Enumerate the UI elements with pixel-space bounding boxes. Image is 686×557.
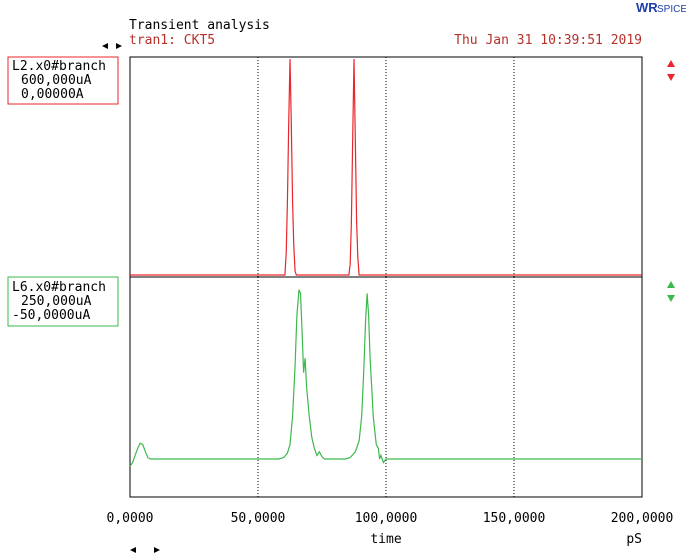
trace1-legend-box[interactable] bbox=[7, 56, 119, 105]
trace2-ymax: 250,000uA bbox=[21, 294, 92, 309]
trace2-ymin: -50,0000uA bbox=[12, 308, 90, 323]
x-tick-label: 150,0000 bbox=[483, 511, 546, 526]
trace2-scale-down-icon[interactable] bbox=[667, 295, 675, 302]
trace2-legend-box[interactable] bbox=[7, 276, 119, 327]
logo-text: SPICE bbox=[657, 4, 686, 15]
pan-left-icon[interactable] bbox=[102, 43, 108, 49]
grid bbox=[257, 57, 515, 497]
timestamp: Thu Jan 31 10:39:51 2019 bbox=[454, 33, 642, 48]
trace1-name: L2.x0#branch bbox=[12, 59, 106, 74]
trace1-scale-down-icon[interactable] bbox=[667, 74, 675, 81]
x-tick-labels: 0,0000 50,0000 100,0000 150,0000 200,0000 bbox=[107, 511, 674, 526]
trace1-scale-arrows[interactable] bbox=[667, 60, 675, 81]
pan-left-right-icon-bottom[interactable] bbox=[130, 547, 160, 553]
wrspice-logo: WR SPICE bbox=[636, 0, 686, 15]
series-line-l6-x0-branch bbox=[129, 289, 642, 467]
pan-left-right-icon-top[interactable] bbox=[102, 43, 122, 49]
series-line-l2-x0-branch bbox=[130, 58, 642, 276]
traces bbox=[129, 58, 642, 467]
pan-right-icon[interactable] bbox=[116, 43, 122, 49]
trace2-scale-arrows[interactable] bbox=[667, 281, 675, 302]
pan-left-icon-bottom[interactable] bbox=[130, 547, 136, 553]
pan-right-icon-bottom[interactable] bbox=[154, 547, 160, 553]
trace1-ymax: 600,000uA bbox=[21, 73, 92, 88]
trace1-ymin: 0,00000A bbox=[21, 87, 84, 102]
x-tick-label: 200,0000 bbox=[611, 511, 674, 526]
x-tick-label: 0,0000 bbox=[107, 511, 154, 526]
trace2-legend[interactable]: L6.x0#branch 250,000uA -50,0000uA bbox=[7, 276, 119, 327]
analysis-subtitle: tran1: CKT5 bbox=[129, 33, 215, 48]
analysis-title: Transient analysis bbox=[129, 18, 270, 33]
logo-mark: WR bbox=[636, 0, 658, 15]
trace1-scale-up-icon[interactable] bbox=[667, 60, 675, 67]
x-axis-label: time bbox=[370, 532, 401, 547]
trace2-scale-up-icon[interactable] bbox=[667, 281, 675, 288]
x-tick-label: 100,0000 bbox=[355, 511, 418, 526]
trace1-legend[interactable]: L2.x0#branch 600,000uA 0,00000A bbox=[7, 56, 119, 105]
x-tick-label: 50,0000 bbox=[231, 511, 286, 526]
x-axis-unit: pS bbox=[626, 532, 642, 547]
trace2-name: L6.x0#branch bbox=[12, 280, 106, 295]
